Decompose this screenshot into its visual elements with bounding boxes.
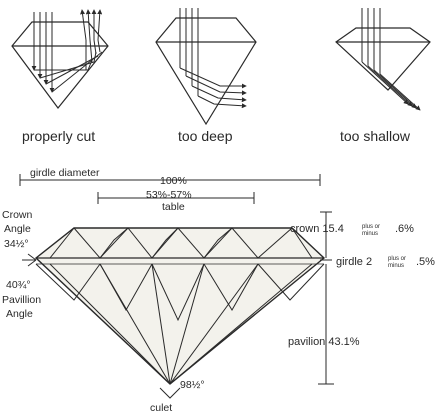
- dimension-lines: [19, 174, 334, 399]
- properly-cut-diagram: [11, 9, 109, 109]
- pavilion-angle-value: 40¾°: [6, 279, 31, 291]
- too-shallow-label: too shallow: [340, 128, 411, 144]
- crown-angle-label-1: Crown: [2, 209, 33, 221]
- crown-plus-or: plus or: [362, 224, 380, 230]
- girdle-diameter-label: girdle diameter: [30, 167, 100, 179]
- culet-angle: 98½°: [180, 379, 205, 391]
- deep-outline: [155, 17, 257, 126]
- properly-cut-label: properly cut: [22, 128, 95, 144]
- pavilion-angle-label-2: Angle: [6, 308, 33, 320]
- table-range: 53%-57%: [146, 189, 192, 201]
- crown-angle-value: 34½°: [4, 238, 29, 250]
- too-deep-diagram: [155, 8, 257, 126]
- girdle-minus: minus: [388, 263, 404, 269]
- table-label: table: [162, 201, 185, 213]
- too-shallow-diagram: [335, 8, 431, 111]
- diamond-outline: [34, 227, 326, 385]
- crown-angle-label-2: Angle: [4, 223, 31, 235]
- girdle-label: girdle 2: [336, 256, 372, 268]
- crown-minus: minus: [362, 231, 378, 237]
- pavilion-depth-label: pavilion 43.1%: [288, 336, 360, 348]
- too-deep-label: too deep: [178, 128, 233, 144]
- girdle-tolerance: .5%: [416, 256, 435, 268]
- girdle-percent: 100%: [160, 175, 187, 187]
- pavilion-angle-label-1: Pavillion: [2, 294, 41, 306]
- girdle-plus-or: plus or: [388, 256, 406, 262]
- main-diamond: [34, 227, 326, 385]
- crown-height-label: crown 15.4: [290, 223, 344, 235]
- culet-label: culet: [150, 402, 172, 414]
- shallow-outline: [335, 27, 431, 91]
- crown-tolerance: .6%: [395, 223, 414, 235]
